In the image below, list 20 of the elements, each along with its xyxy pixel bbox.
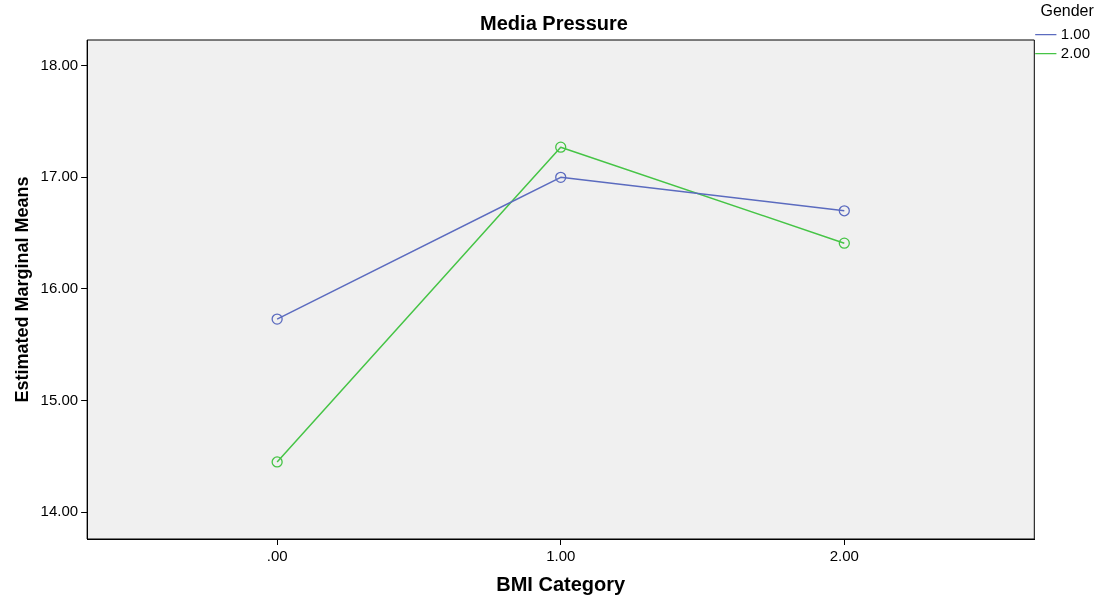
x-tick-label: .00 <box>266 547 288 565</box>
y-tick-label: 18.00 <box>40 55 79 73</box>
x-tick-label: 1.00 <box>546 547 576 565</box>
y-tick-label: 17.00 <box>40 167 79 185</box>
y-axis-title: Estimated Marginal Means <box>11 176 32 403</box>
y-tick-label: 14.00 <box>40 502 79 520</box>
legend-label: 1.00 <box>1060 24 1091 42</box>
point <box>555 141 567 153</box>
point <box>271 313 283 325</box>
legend-title: Gender <box>1040 2 1095 20</box>
y-tick-label: 16.00 <box>40 279 79 297</box>
chart-title: Media Pressure <box>480 11 628 34</box>
x-axis-title: BMI Category <box>496 572 627 595</box>
point <box>271 456 283 468</box>
point <box>555 171 567 183</box>
y-tick-label: 15.00 <box>40 390 79 408</box>
point <box>838 237 850 249</box>
x-tick-label: 2.00 <box>829 547 859 565</box>
legend-label: 2.00 <box>1060 43 1091 61</box>
point <box>838 205 850 217</box>
